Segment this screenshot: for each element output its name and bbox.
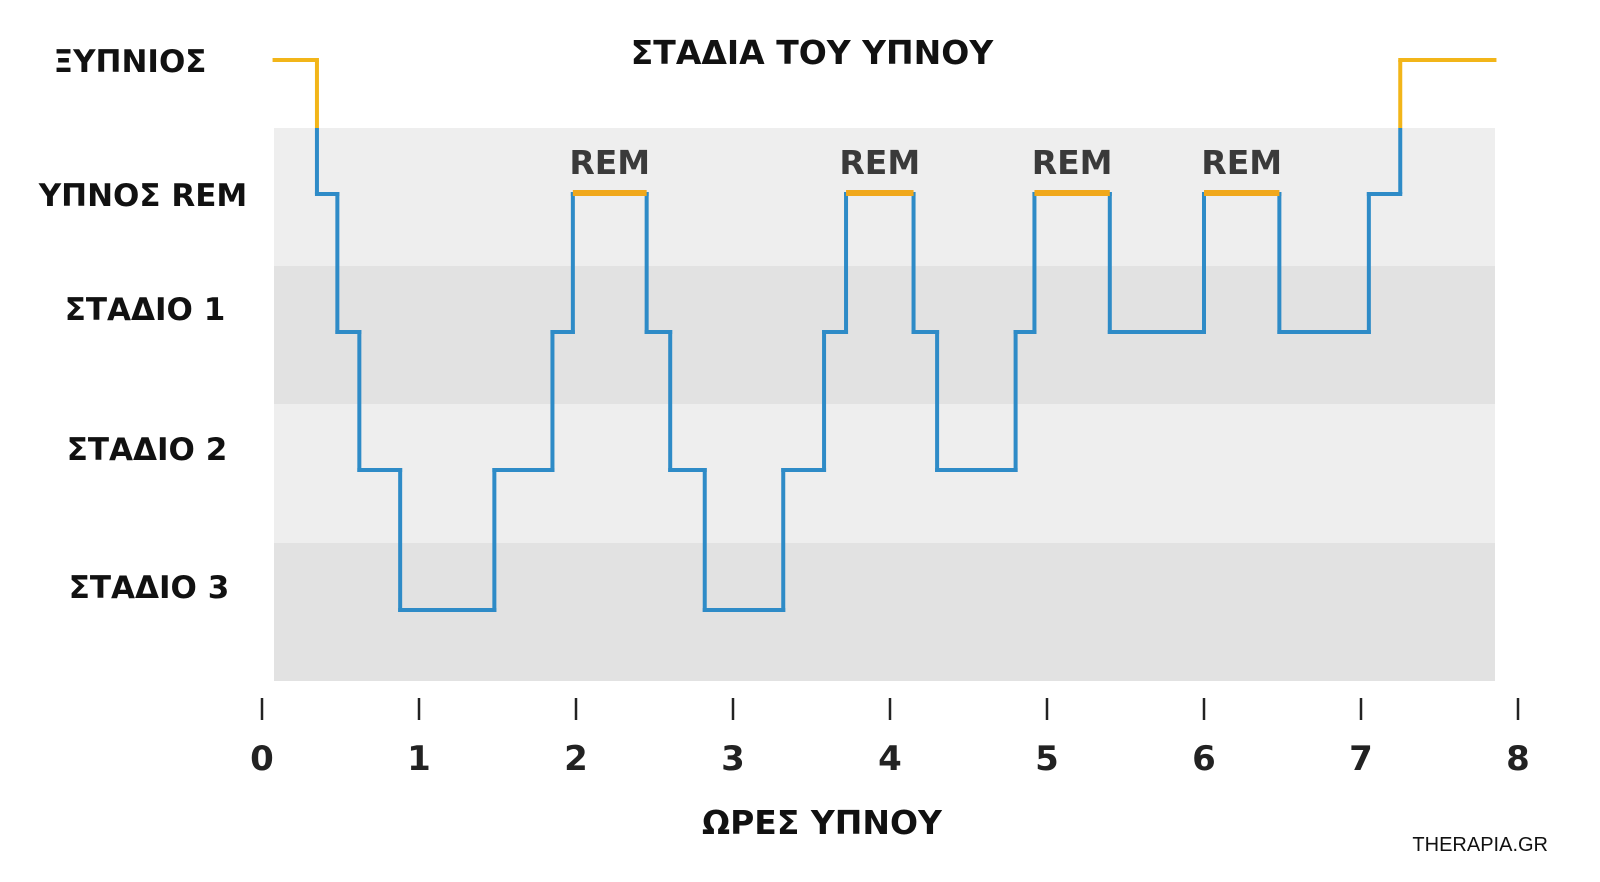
rem-markers: REM REM REM REM	[569, 143, 1282, 196]
stage-label: ΣΤΑΔΙΟ 3	[69, 570, 230, 606]
y-axis-stage-labels: ΞΥΠΝΙΟΣ ΥΠΝΟΣ REM ΣΤΑΔΙΟ 1 ΣΤΑΔΙΟ 2 ΣΤΑΔΙΟ 3	[38, 44, 248, 606]
x-tick-label: 4	[878, 739, 902, 779]
stage-bands	[274, 128, 1495, 681]
stage-band	[274, 266, 1495, 404]
credit-text: THERAPIA.GR	[1412, 834, 1548, 856]
x-tick-label: 1	[407, 739, 431, 779]
stage-label: ΥΠΝΟΣ REM	[38, 178, 248, 214]
stage-label: ΣΤΑΔΙΟ 2	[67, 432, 228, 468]
x-tick-label: 2	[564, 739, 588, 779]
x-tick-label: 5	[1035, 739, 1059, 779]
x-tick-label: 3	[721, 739, 745, 779]
stage-band	[274, 404, 1495, 543]
rem-label: REM	[569, 143, 650, 182]
x-axis-label: ΩΡΕΣ ΥΠΝΟΥ	[702, 803, 943, 842]
rem-label: REM	[1201, 143, 1282, 182]
x-tick-label: 6	[1192, 739, 1216, 779]
stage-band	[274, 128, 1495, 266]
rem-label: REM	[839, 143, 920, 182]
x-tick-label: 7	[1349, 739, 1373, 779]
stage-label: ΣΤΑΔΙΟ 1	[65, 292, 226, 328]
x-axis: 0 1 2 3 4 5 6 7 8	[250, 698, 1530, 779]
x-tick-label: 0	[250, 739, 274, 779]
chart-title: ΣΤΑΔΙΑ ΤΟΥ ΥΠΝΟΥ	[631, 33, 995, 72]
rem-label: REM	[1032, 143, 1113, 182]
hypnogram-series	[272, 58, 1497, 612]
stage-label: ΞΥΠΝΙΟΣ	[54, 44, 207, 80]
x-tick-label: 8	[1506, 739, 1530, 779]
